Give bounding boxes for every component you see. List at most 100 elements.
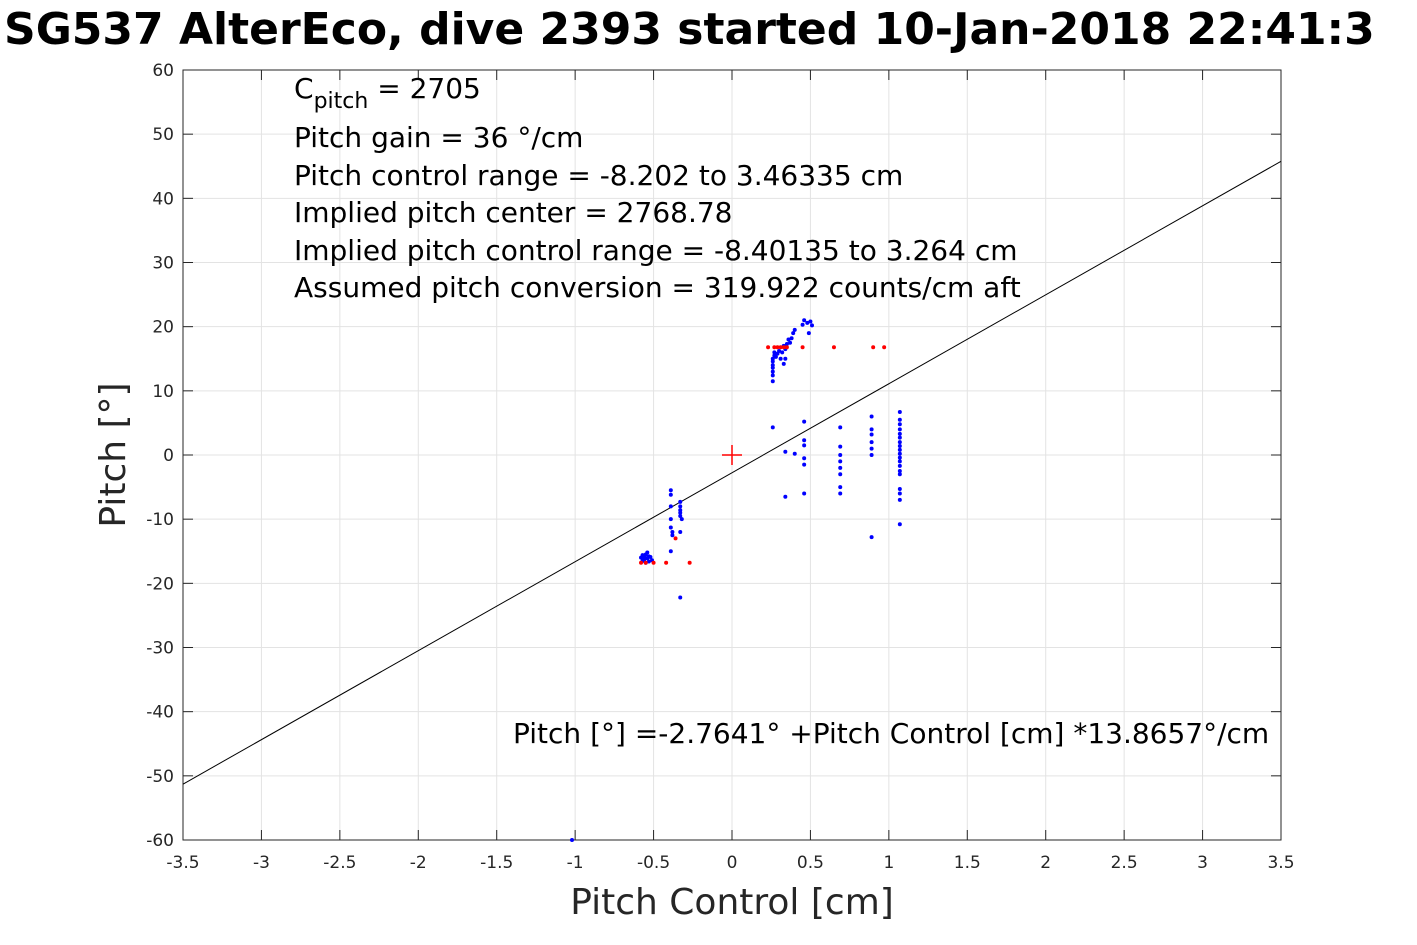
data-point — [792, 327, 797, 332]
data-point — [643, 560, 648, 565]
data-point — [897, 440, 902, 445]
y-tick-label: -20 — [146, 574, 174, 594]
data-point — [788, 340, 793, 345]
data-point — [838, 465, 843, 470]
data-point — [783, 449, 788, 454]
fit-line-group — [182, 160, 1282, 785]
annotation-implied-control-range: Implied pitch control range = -8.40135 t… — [294, 234, 1018, 267]
data-point — [687, 560, 692, 565]
chart-title: SG537 AlterEco, dive 2393 started 10-Jan… — [4, 4, 1375, 55]
data-point — [838, 425, 843, 430]
data-point — [897, 444, 902, 449]
data-point — [897, 451, 902, 456]
y-tick-label: -10 — [146, 510, 174, 530]
data-point — [668, 488, 673, 493]
y-tick-label: 30 — [152, 254, 174, 274]
x-tick-label: -1.5 — [480, 853, 513, 873]
data-point — [770, 379, 775, 384]
data-point — [783, 356, 788, 361]
data-point — [897, 469, 902, 474]
annotation-c-prefix: C — [294, 72, 314, 105]
data-point — [897, 472, 902, 477]
data-point — [651, 560, 656, 565]
data-point — [639, 560, 644, 565]
y-tick-label: 50 — [152, 125, 174, 145]
axis-ticks: -3.5 -3 -2.5 -2 -1.5 -1 -0.5 0 0.5 1 1.5 2 2.5 3 3.5 -6… — [146, 61, 1294, 873]
data-point — [766, 345, 771, 350]
data-point — [678, 530, 683, 534]
y-tick-label: -30 — [146, 639, 174, 659]
data-point — [791, 331, 796, 336]
x-tick-label: -2 — [410, 853, 427, 873]
data-point — [869, 446, 874, 451]
data-point — [678, 513, 683, 518]
data-point — [809, 323, 814, 328]
annotation-implied-pitch-center: Implied pitch center = 2768.78 — [294, 196, 732, 229]
x-tick-label: 1 — [883, 853, 894, 873]
data-point — [645, 550, 650, 555]
y-tick-label: -60 — [146, 831, 174, 851]
data-point — [869, 432, 874, 437]
y-tick-label: 60 — [152, 61, 174, 81]
x-tick-label: 2.5 — [1111, 853, 1138, 873]
data-point — [646, 559, 651, 564]
fit-equation-label: Pitch [°] =-2.7641° +Pitch Control [cm] … — [513, 717, 1269, 750]
data-point — [897, 417, 902, 422]
data-point — [869, 427, 874, 432]
data-point — [678, 504, 683, 509]
x-tick-label: -3 — [253, 853, 270, 873]
data-point — [869, 414, 874, 419]
data-point — [668, 549, 673, 554]
data-point — [897, 459, 902, 464]
data-point — [770, 363, 775, 368]
x-tick-label: -2.5 — [323, 853, 356, 873]
fit-line — [182, 160, 1282, 785]
data-point — [792, 451, 797, 456]
data-point — [838, 453, 843, 457]
annotation-pitch-gain: Pitch gain = 36 °/cm — [294, 121, 583, 154]
data-point — [806, 331, 811, 336]
x-tick-label: 0 — [727, 853, 738, 873]
data-point — [784, 341, 789, 346]
y-axis-label: Pitch [°] — [93, 382, 134, 527]
data-point — [838, 444, 843, 449]
data-point — [869, 453, 874, 457]
data-point — [670, 533, 675, 538]
data-point — [838, 459, 843, 464]
data-point — [678, 499, 683, 504]
x-tick-label: 3 — [1197, 853, 1208, 873]
data-point — [838, 491, 843, 496]
data-point — [800, 345, 805, 350]
y-tick-label: 0 — [163, 446, 174, 466]
data-point — [786, 337, 791, 342]
data-point — [897, 447, 902, 452]
data-point — [781, 345, 786, 350]
data-point — [802, 438, 807, 443]
annotation-c-value: = 2705 — [368, 72, 481, 105]
data-point — [882, 345, 887, 350]
data-point — [789, 336, 794, 341]
data-point — [802, 462, 807, 467]
data-point — [775, 345, 780, 350]
annotation-c-subscript: pitch — [314, 89, 369, 114]
data-point — [664, 560, 669, 565]
x-tick-label: 2 — [1040, 853, 1051, 873]
data-point — [678, 595, 683, 600]
data-point — [897, 455, 902, 460]
x-axis-label: Pitch Control [cm] — [570, 882, 894, 923]
data-point — [808, 319, 813, 324]
data-point — [897, 497, 902, 502]
data-point — [648, 555, 653, 560]
data-point — [800, 322, 805, 327]
data-point — [783, 494, 788, 499]
data-point — [838, 472, 843, 477]
y-tick-label: 10 — [152, 382, 174, 402]
data-point — [802, 419, 807, 424]
data-point — [802, 443, 807, 448]
center-marker-group — [722, 445, 742, 465]
y-tick-label: 20 — [152, 318, 174, 338]
data-point — [831, 345, 836, 350]
data-point — [773, 354, 778, 359]
data-point — [869, 440, 874, 445]
data-point — [802, 456, 807, 461]
